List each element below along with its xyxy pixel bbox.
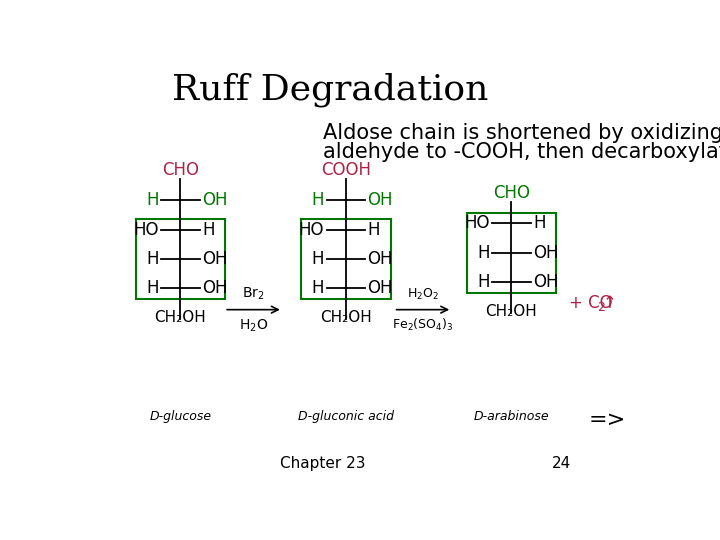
Text: CH₂OH: CH₂OH (320, 310, 372, 325)
Text: 2: 2 (597, 301, 605, 314)
Text: OH: OH (202, 279, 228, 297)
Text: H: H (146, 191, 159, 210)
Text: =>: => (589, 410, 626, 430)
Text: H: H (477, 273, 490, 291)
Text: H: H (312, 250, 324, 268)
Text: Fe$_2$(SO$_4$)$_3$: Fe$_2$(SO$_4$)$_3$ (392, 318, 454, 334)
Text: 24: 24 (552, 456, 571, 471)
Text: H: H (312, 191, 324, 210)
Bar (135, 219, 225, 299)
Text: ↑: ↑ (603, 294, 617, 313)
Text: H: H (533, 214, 546, 232)
Text: H: H (367, 220, 380, 239)
Bar (467, 213, 556, 293)
Text: OH: OH (202, 250, 228, 268)
Text: CHO: CHO (162, 161, 199, 179)
Bar (301, 219, 390, 299)
Text: Aldose chain is shortened by oxidizing the: Aldose chain is shortened by oxidizing t… (323, 123, 720, 143)
Text: H: H (146, 250, 159, 268)
Text: OH: OH (367, 250, 393, 268)
Text: H: H (146, 279, 159, 297)
Text: D-glucose: D-glucose (149, 410, 212, 423)
Text: H$_2$O$_2$: H$_2$O$_2$ (407, 287, 439, 302)
Text: CH₂OH: CH₂OH (155, 310, 206, 325)
Text: Chapter 23: Chapter 23 (280, 456, 366, 471)
Text: OH: OH (367, 191, 393, 210)
Text: OH: OH (533, 244, 559, 262)
Text: HO: HO (133, 220, 159, 239)
Text: Br$_2$: Br$_2$ (242, 286, 265, 302)
Text: aldehyde to -COOH, then decarboxylation: aldehyde to -COOH, then decarboxylation (323, 142, 720, 162)
Text: OH: OH (367, 279, 393, 297)
Text: HO: HO (299, 220, 324, 239)
Text: HO: HO (464, 214, 490, 232)
Text: D-arabinose: D-arabinose (474, 410, 549, 423)
Text: OH: OH (533, 273, 559, 291)
Text: OH: OH (202, 191, 228, 210)
Text: H: H (312, 279, 324, 297)
Text: H$_2$O: H$_2$O (239, 318, 268, 334)
Text: COOH: COOH (321, 161, 371, 179)
Text: CH₂OH: CH₂OH (485, 303, 537, 319)
Text: D-gluconic acid: D-gluconic acid (298, 410, 394, 423)
Text: + CO: + CO (570, 294, 613, 313)
Text: CHO: CHO (493, 184, 530, 202)
Text: Ruff Degradation: Ruff Degradation (172, 72, 489, 107)
Text: H: H (477, 244, 490, 262)
Text: H: H (202, 220, 215, 239)
